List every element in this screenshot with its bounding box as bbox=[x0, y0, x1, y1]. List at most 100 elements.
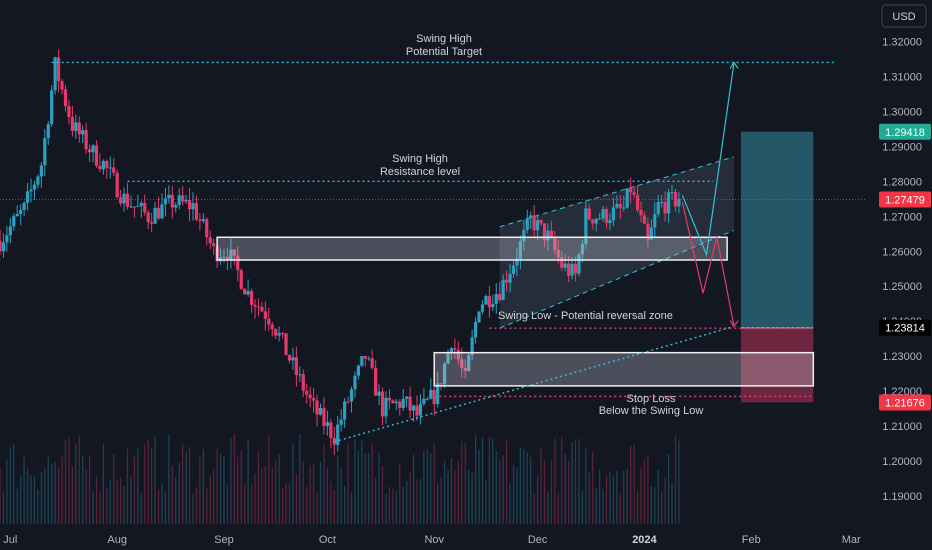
volume-bar bbox=[516, 467, 518, 524]
stop-zone bbox=[740, 327, 814, 403]
candle-body bbox=[508, 274, 512, 283]
candle-body bbox=[615, 203, 619, 208]
volume-bar bbox=[16, 488, 18, 524]
volume-bar bbox=[492, 438, 494, 524]
candle-body bbox=[212, 243, 216, 246]
candle-body bbox=[32, 184, 37, 190]
volume-bar bbox=[95, 476, 98, 524]
volume-bar bbox=[468, 469, 470, 524]
candle-body bbox=[491, 303, 495, 308]
candle-body bbox=[663, 201, 667, 214]
volume-bar bbox=[206, 488, 208, 524]
candle-body bbox=[139, 202, 143, 206]
x-tick-label: Dec bbox=[528, 534, 548, 546]
candle-body bbox=[249, 291, 254, 305]
volume-bar bbox=[667, 454, 670, 524]
volume-bar bbox=[526, 452, 528, 524]
candle-body bbox=[418, 403, 423, 416]
candle-body bbox=[453, 348, 457, 350]
x-tick-label: Sep bbox=[214, 534, 234, 546]
y-tick-label: 1.32000 bbox=[882, 36, 922, 48]
y-tick-label: 1.27000 bbox=[882, 211, 922, 223]
candle-body bbox=[267, 318, 271, 325]
volume-bar bbox=[144, 444, 146, 524]
volume-bar bbox=[568, 461, 570, 524]
volume-bar bbox=[244, 484, 246, 524]
y-tick-label: 1.20000 bbox=[882, 456, 922, 468]
volume-bar bbox=[120, 477, 122, 524]
volume-bar bbox=[306, 486, 308, 524]
volume-bar bbox=[437, 483, 439, 524]
candle-body bbox=[670, 191, 674, 193]
volume-bar bbox=[164, 491, 167, 524]
candle-body bbox=[81, 130, 85, 135]
volume-bar bbox=[440, 477, 442, 524]
candle-body bbox=[263, 311, 267, 319]
candle-body bbox=[501, 279, 505, 300]
candle-body bbox=[608, 220, 612, 224]
bullish-arrowhead bbox=[729, 61, 739, 69]
candle-body bbox=[174, 205, 178, 208]
candle-body bbox=[346, 401, 350, 403]
candle-body bbox=[518, 241, 522, 259]
candle-body bbox=[511, 265, 516, 275]
volume-bar bbox=[216, 447, 218, 524]
candle-body bbox=[539, 220, 543, 224]
volume-bar bbox=[399, 463, 401, 524]
volume-bar bbox=[185, 451, 187, 524]
candle-body bbox=[60, 81, 64, 90]
price-tag bbox=[879, 319, 931, 336]
candle-body bbox=[101, 161, 105, 170]
volume-bar bbox=[616, 470, 618, 524]
bullish-projection bbox=[681, 62, 735, 258]
volume-bar bbox=[661, 491, 663, 524]
candle-body bbox=[384, 397, 388, 417]
candle-body bbox=[642, 215, 647, 224]
volume-bar bbox=[512, 465, 515, 524]
candle-body bbox=[108, 167, 112, 169]
y-tick-label: 1.23000 bbox=[882, 351, 922, 363]
volume-bar bbox=[23, 457, 25, 524]
candle-body bbox=[98, 165, 102, 170]
volume-bar bbox=[278, 454, 280, 524]
candle-body bbox=[632, 192, 636, 195]
demand-zone-upper[interactable] bbox=[216, 236, 728, 261]
candle-body bbox=[163, 198, 168, 205]
volume-bar bbox=[82, 455, 84, 524]
volume-bar bbox=[540, 448, 542, 524]
volume-bar bbox=[619, 493, 621, 524]
price-tag bbox=[879, 394, 931, 411]
volume-bar bbox=[392, 488, 394, 524]
candle-body bbox=[112, 167, 116, 173]
volume-bar bbox=[168, 435, 170, 524]
volume-bar bbox=[474, 435, 477, 524]
volume-bar bbox=[605, 475, 608, 524]
candle-body bbox=[587, 208, 591, 220]
candle-body bbox=[287, 355, 292, 361]
candle-body bbox=[256, 306, 261, 308]
volume-bar bbox=[423, 451, 425, 524]
candle-body bbox=[22, 202, 26, 210]
volume-bar bbox=[123, 485, 125, 524]
currency-badge[interactable]: USD bbox=[881, 4, 927, 28]
candle-body bbox=[318, 407, 323, 415]
price-tag-label: 1.27479 bbox=[885, 195, 925, 207]
target-zone bbox=[740, 131, 814, 328]
volume-bar bbox=[178, 462, 180, 524]
candle-body bbox=[463, 367, 467, 371]
volume-bar bbox=[271, 467, 273, 524]
volume-bar bbox=[230, 438, 232, 524]
resistance-label-line2: Resistance level bbox=[380, 166, 460, 178]
volume-bar bbox=[378, 453, 380, 524]
candle-body bbox=[618, 203, 622, 208]
candle-body bbox=[353, 375, 357, 390]
candle-body bbox=[36, 176, 40, 185]
candle-body bbox=[456, 349, 460, 360]
volume-bar bbox=[68, 437, 70, 524]
volume-bar bbox=[368, 453, 370, 524]
candle-body bbox=[563, 263, 567, 268]
volume-bar bbox=[419, 479, 422, 524]
candle-body bbox=[167, 194, 171, 199]
candle-body bbox=[477, 311, 481, 323]
